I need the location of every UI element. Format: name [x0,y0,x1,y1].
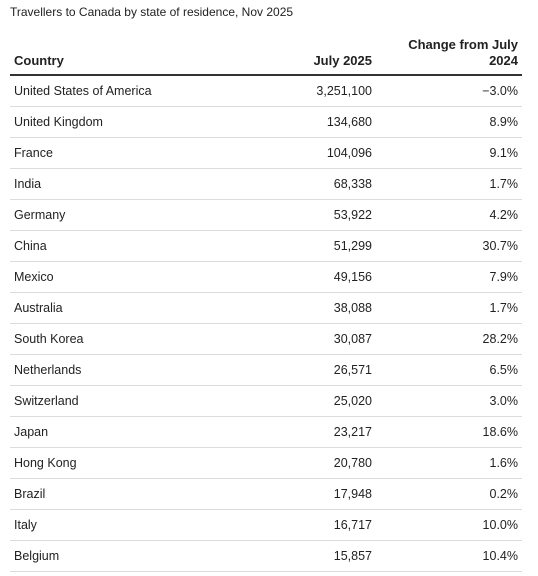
cell-country: United States of America [10,75,260,107]
table-row: Hong Kong 20,780 1.6% [10,447,522,479]
cell-country: South Korea [10,323,260,355]
column-header-value: July 2025 [260,36,376,76]
cell-country: France [10,137,260,169]
chart-title: Travellers to Canada by state of residen… [10,5,294,19]
cell-country: India [10,168,260,200]
cell-country: Australia [10,292,260,324]
header-row: Country July 2025 Change from July 2024 [10,36,522,76]
cell-change: 4.2% [376,199,522,231]
table-row: Brazil 17,948 0.2% [10,478,522,510]
data-table-container: Country July 2025 Change from July 2024 … [10,36,522,572]
cell-value: 15,857 [260,540,376,572]
cell-value: 104,096 [260,137,376,169]
cell-change: 1.7% [376,168,522,200]
cell-value: 23,217 [260,416,376,448]
table-row: Australia 38,088 1.7% [10,292,522,324]
cell-change: 28.2% [376,323,522,355]
cell-country: Switzerland [10,385,260,417]
cell-value: 30,087 [260,323,376,355]
table-body: United States of America 3,251,100 −3.0% Un… [10,75,522,572]
table-row: United States of America 3,251,100 −3.0% [10,75,522,107]
cell-change: 1.7% [376,292,522,324]
cell-country: Hong Kong [10,447,260,479]
cell-value: 26,571 [260,354,376,386]
cell-change: 10.0% [376,509,522,541]
cell-change: −3.0% [376,75,522,107]
table-row: South Korea 30,087 28.2% [10,323,522,355]
cell-country: Belgium [10,540,260,572]
cell-value: 51,299 [260,230,376,262]
cell-value: 68,338 [260,168,376,200]
cell-value: 16,717 [260,509,376,541]
cell-value: 17,948 [260,478,376,510]
table-row: India 68,338 1.7% [10,168,522,200]
cell-country: Netherlands [10,354,260,386]
cell-change: 30.7% [376,230,522,262]
cell-change: 9.1% [376,137,522,169]
table-row: Belgium 15,857 10.4% [10,540,522,572]
cell-value: 134,680 [260,106,376,138]
cell-change: 1.6% [376,447,522,479]
table-row: Germany 53,922 4.2% [10,199,522,231]
cell-value: 3,251,100 [260,75,376,107]
cell-change: 18.6% [376,416,522,448]
table-row: Italy 16,717 10.0% [10,509,522,541]
column-header-change: Change from July 2024 [376,36,522,76]
cell-change: 3.0% [376,385,522,417]
table-row: Mexico 49,156 7.9% [10,261,522,293]
data-table: Country July 2025 Change from July 2024 … [10,36,522,572]
table-row: Switzerland 25,020 3.0% [10,385,522,417]
cell-country: Brazil [10,478,260,510]
cell-value: 53,922 [260,199,376,231]
cell-value: 38,088 [260,292,376,324]
cell-country: China [10,230,260,262]
cell-change: 8.9% [376,106,522,138]
table-row: United Kingdom 134,680 8.9% [10,106,522,138]
cell-value: 20,780 [260,447,376,479]
cell-country: Japan [10,416,260,448]
table-header: Country July 2025 Change from July 2024 [10,36,522,76]
table-row: China 51,299 30.7% [10,230,522,262]
cell-change: 7.9% [376,261,522,293]
table-row: Netherlands 26,571 6.5% [10,354,522,386]
table-row: Japan 23,217 18.6% [10,416,522,448]
table-row: France 104,096 9.1% [10,137,522,169]
cell-country: Mexico [10,261,260,293]
cell-country: Germany [10,199,260,231]
cell-change: 6.5% [376,354,522,386]
cell-country: Italy [10,509,260,541]
column-header-country: Country [10,36,260,76]
cell-value: 25,020 [260,385,376,417]
cell-change: 10.4% [376,540,522,572]
cell-value: 49,156 [260,261,376,293]
cell-change: 0.2% [376,478,522,510]
cell-country: United Kingdom [10,106,260,138]
